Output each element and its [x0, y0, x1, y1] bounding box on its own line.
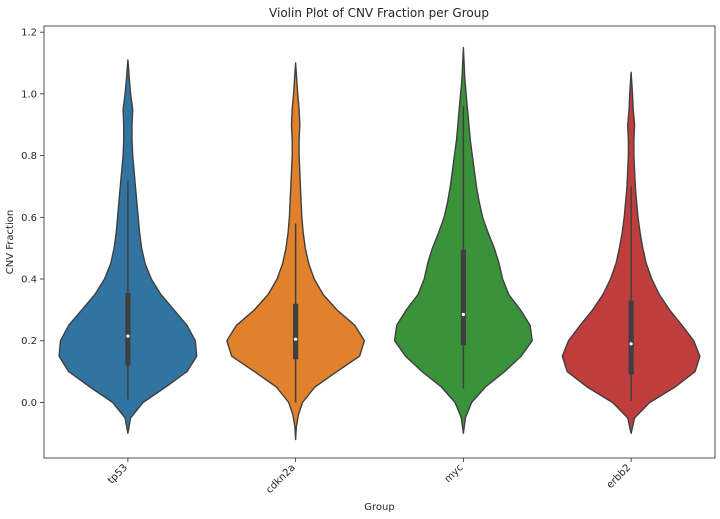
y-tick-label: 1.0	[21, 89, 37, 100]
y-tick-label: 1.2	[21, 28, 37, 39]
y-tick-label: 0.6	[21, 213, 37, 224]
x-axis-label: Group	[364, 502, 394, 513]
violin-erbb2	[561, 71, 701, 434]
median-point-cdkn2a	[294, 337, 298, 341]
median-point-myc	[461, 312, 465, 317]
y-axis: 0.0 0.2 0.4 0.6 0.8 1.0 1.2	[21, 28, 44, 409]
iqr-box-myc	[460, 249, 466, 346]
chart-title: Violin Plot of CNV Fraction per Group	[269, 6, 489, 20]
y-tick-label: 0.8	[21, 151, 37, 162]
violin-myc	[393, 46, 533, 434]
y-tick-label: 0.2	[21, 336, 37, 347]
iqr-box-cdkn2a	[293, 303, 299, 360]
iqr-box-tp53	[125, 292, 131, 366]
y-axis-label: CNV Fraction	[5, 210, 16, 274]
median-point-erbb2	[629, 342, 633, 346]
median-point-tp53	[126, 334, 130, 338]
violins-layer	[58, 46, 701, 441]
violin-cdkn2a	[226, 62, 366, 441]
violin-tp53	[58, 59, 198, 434]
plot-frame	[43, 25, 716, 459]
y-tick-label: 0.0	[21, 398, 37, 409]
y-tick-label: 0.4	[21, 275, 37, 286]
iqr-box-erbb2	[628, 300, 634, 375]
